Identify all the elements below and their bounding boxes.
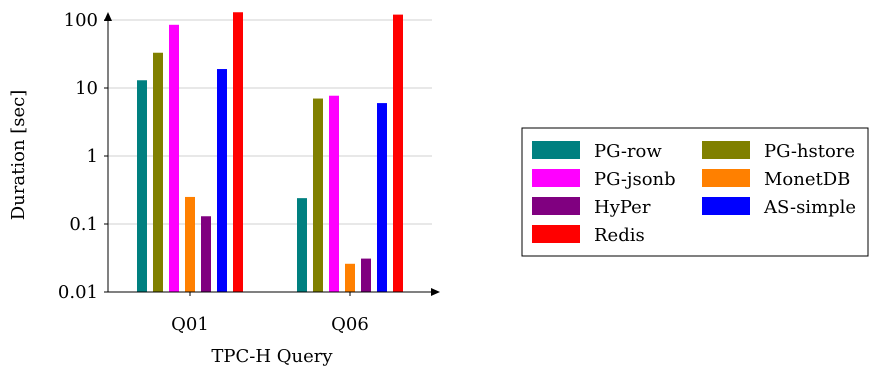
bar-q06-pg-jsonb [329,95,339,292]
y-tick-label-2: 1 [87,146,98,167]
legend: PG-row PG-hstore PG-jsonb MonetDB HyPer AS-si… [521,127,869,257]
bar-q06-as-simple [377,103,387,292]
x-tick-label-0: Q01 [171,314,209,335]
bar-q01-redis [233,12,243,292]
bar-q01-as-simple [217,69,227,292]
legend-label-monetdb: MonetDB [764,169,850,190]
legend-swatch-pg-row [532,141,580,159]
legend-swatch-pg-hstore [702,141,750,159]
y-tick-label-4: 0.01 [58,282,98,303]
y-tick-label-1: 10 [75,78,98,99]
bar-q06-pg-hstore [313,98,323,293]
bar-q06-monetdb [345,263,355,292]
y-tick-label-0: 100 [64,10,98,31]
legend-label-pg-jsonb: PG-jsonb [594,169,676,190]
bar-q01-pg-hstore [153,52,163,292]
bar-q06-pg-row [297,198,307,292]
x-axis-title: TPC-H Query [211,346,333,367]
legend-swatch-as-simple [702,197,750,215]
legend-swatch-redis [532,225,580,243]
ticks: 100 10 1 0.1 0.01 Q01 Q06 [58,10,369,335]
x-axis-arrow [431,288,440,296]
legend-label-pg-hstore: PG-hstore [764,141,855,162]
bar-q01-monetdb [185,196,195,292]
bar-q01-pg-row [137,80,147,292]
legend-swatch-hyper [532,197,580,215]
bar-q06-redis [393,14,403,293]
legend-label-pg-row: PG-row [594,141,662,162]
bar-q01-pg-jsonb [169,24,179,293]
bars [137,12,403,293]
y-axis-title: Duration [sec] [8,90,29,221]
legend-label-redis: Redis [594,225,645,246]
y-axis-arrow [104,12,112,21]
legend-label-as-simple: AS-simple [763,197,856,218]
legend-label-hyper: HyPer [594,197,651,218]
bar-q06-hyper [361,258,371,292]
y-tick-label-3: 0.1 [69,214,98,235]
bar-q01-hyper [201,216,211,292]
legend-swatch-pg-jsonb [532,169,580,187]
legend-swatch-monetdb [702,169,750,187]
x-tick-label-1: Q06 [331,314,369,335]
